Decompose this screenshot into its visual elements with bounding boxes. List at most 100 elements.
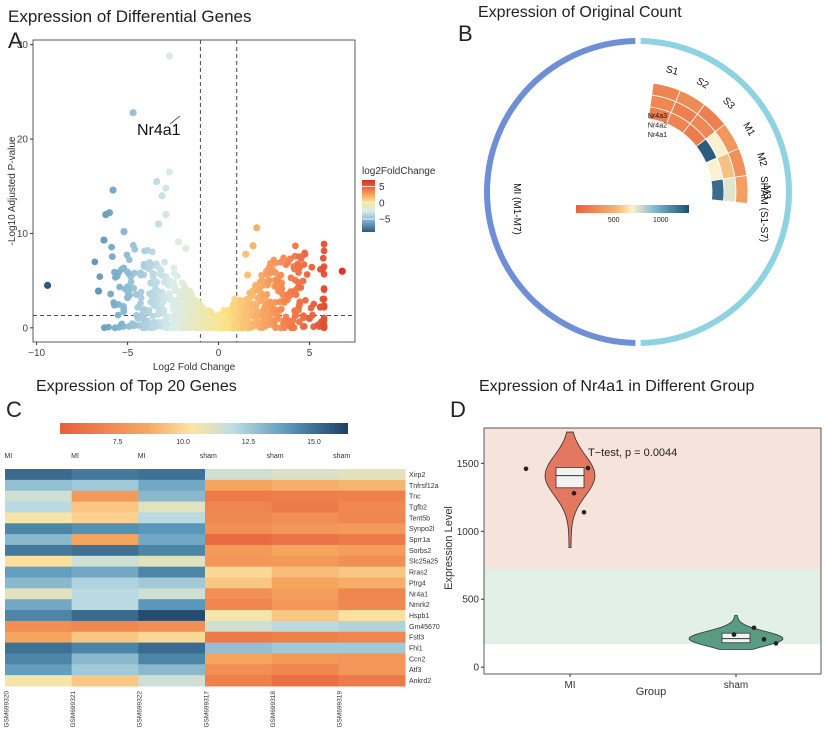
heatmap-cell — [338, 566, 406, 578]
volcano-point — [102, 210, 110, 219]
heatmap-gene-label: Nmrk2 — [409, 602, 430, 609]
heatmap-colorbar-label: 12.5 — [242, 439, 256, 446]
violin-x-label: Group — [636, 686, 667, 698]
volcano-legend-colorbar — [362, 180, 375, 232]
volcano-point — [274, 315, 282, 323]
heatmap-gene-label: Synpo2l — [409, 526, 435, 533]
volcano-point — [171, 287, 179, 295]
heatmap-cell — [338, 490, 406, 503]
volcano-point — [211, 323, 218, 331]
data-point — [731, 632, 737, 637]
heatmap-cell — [5, 620, 73, 633]
heatmap-cell — [5, 534, 73, 546]
volcano-point — [273, 282, 281, 290]
heatmap-cell — [71, 469, 139, 481]
heatmap-cell — [338, 631, 406, 644]
volcano-point — [244, 271, 252, 279]
heatmap-cell — [271, 610, 339, 622]
data-point — [585, 465, 591, 471]
heatmap-gene-label: Nr4a1 — [409, 591, 428, 598]
heatmap-cell — [5, 512, 73, 524]
heatmap-cell — [138, 610, 206, 622]
volcano-point — [136, 269, 144, 277]
group-band — [484, 428, 821, 570]
heatmap-cell — [271, 675, 339, 687]
heatmap-gene-label: Sprr1a — [409, 537, 430, 544]
heatmap-cell — [205, 620, 273, 633]
volcano-point — [265, 263, 274, 272]
heatmap-gene-label: Rras2 — [409, 570, 428, 577]
y-tick-label: 0 — [22, 323, 28, 334]
heatmap-cell — [271, 523, 339, 535]
heatmap-gene-label: Tent5b — [409, 515, 430, 522]
heatmap-cell — [71, 512, 139, 524]
heatmap-cell — [138, 620, 206, 633]
heatmap-cell — [271, 620, 339, 633]
volcano-point — [227, 312, 235, 320]
heatmap-cell — [338, 664, 406, 676]
volcano-point — [272, 269, 279, 276]
volcano-point — [295, 318, 303, 326]
volcano-point — [124, 283, 131, 291]
circos-cell — [710, 178, 725, 202]
volcano-point — [260, 293, 267, 301]
heatmap-cell — [271, 566, 339, 578]
panel-c-title: Expression of Top 20 Genes — [36, 378, 237, 395]
heatmap-cell — [338, 469, 406, 481]
violin-y-label: Expression Level — [443, 506, 455, 590]
volcano-point — [254, 286, 262, 294]
heatmap-cell — [5, 610, 73, 622]
heatmap-gene-label: Gm45670 — [409, 624, 440, 631]
x-tick-label: 5 — [307, 348, 313, 359]
heatmap-cell — [338, 577, 406, 589]
heatmap-cell — [338, 588, 406, 600]
heatmap-cell — [71, 534, 139, 546]
volcano-point — [255, 321, 262, 329]
volcano-point — [161, 258, 168, 266]
volcano-point — [191, 315, 199, 323]
heatmap-cell — [5, 653, 73, 665]
volcano-point — [260, 316, 268, 324]
heatmap-cell — [205, 664, 273, 676]
volcano-point — [230, 300, 237, 308]
heatmap-cell — [205, 512, 273, 524]
volcano-point — [189, 305, 197, 313]
heatmap-cell — [338, 620, 406, 633]
volcano-point — [183, 318, 191, 326]
volcano-point — [287, 274, 295, 282]
heatmap-cell — [5, 631, 73, 644]
volcano-point — [300, 314, 307, 322]
panel-a-letter: A — [8, 28, 23, 53]
heatmap-cell — [71, 610, 139, 622]
sector-sham-label: SHAM (S1-S7) — [758, 176, 769, 242]
heatmap-group-label: MI — [4, 453, 12, 460]
heatmap-cell — [138, 501, 206, 513]
circos-colorbar-label: 1000 — [653, 217, 669, 224]
circos-gene-label: Nr4a2 — [648, 123, 667, 130]
heatmap-cell — [5, 664, 73, 676]
volcano-point — [107, 290, 115, 298]
volcano-point — [305, 314, 314, 323]
circos-colorbar-label: 500 — [608, 217, 620, 224]
volcano-point — [114, 311, 122, 319]
heatmap-cell — [205, 469, 273, 481]
volcano-point — [109, 186, 117, 194]
heatmap-cell — [205, 610, 273, 622]
volcano-point — [187, 299, 195, 307]
volcano-point — [302, 296, 309, 304]
heatmap-cell — [271, 642, 339, 654]
heatmap-cell — [138, 479, 206, 492]
heatmap-cell — [271, 534, 339, 546]
circos-cell — [734, 174, 749, 204]
heatmap-cell — [205, 631, 273, 644]
volcano-point — [116, 283, 124, 291]
heatmap-cell — [138, 642, 206, 654]
volcano-point — [202, 322, 210, 330]
volcano-point — [319, 295, 327, 303]
heatmap-colorbar-label: 10.0 — [176, 439, 190, 446]
volcano-point — [150, 322, 158, 330]
volcano-point — [291, 286, 299, 294]
volcano-point — [272, 323, 280, 331]
heatmap-cell — [138, 523, 206, 535]
